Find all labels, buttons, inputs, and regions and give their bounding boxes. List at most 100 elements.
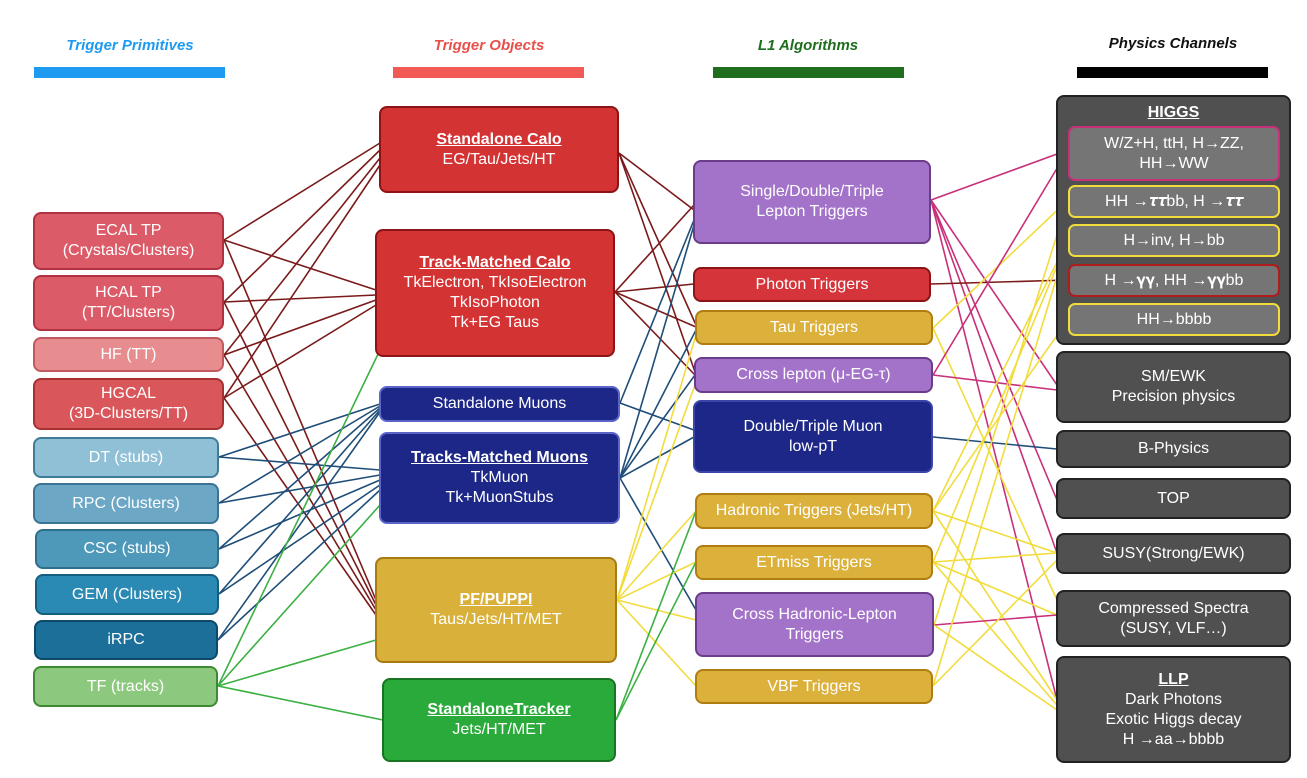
channel-llp-line1: Dark Photons xyxy=(1125,690,1222,708)
object-standalone-muons[interactable]: Standalone Muons xyxy=(379,386,620,422)
algo-muon-line1: Double/Triple Muon xyxy=(743,417,883,435)
object-standalone-tracker-line1: Jets/HT/MET xyxy=(452,721,546,738)
primitive-csc[interactable]: CSC (stubs) xyxy=(35,529,219,569)
object-standalone-tracker[interactable]: StandaloneTracker Jets/HT/MET xyxy=(382,678,616,762)
higgs-item-wzh-tth[interactable]: W/Z+H, ttH, H→ZZ, HH→WW xyxy=(1068,126,1280,181)
header-trigger-objects: Trigger Objects xyxy=(433,37,545,54)
connection-line xyxy=(223,142,381,241)
channel-compressed-spectra[interactable]: Compressed Spectra (SUSY, VLF…) xyxy=(1056,590,1291,647)
connection-line xyxy=(932,149,1069,376)
algo-double-triple-muon[interactable]: Double/Triple Muon low-pT xyxy=(693,400,933,473)
channel-susy-line1: SUSY(Strong/EWK) xyxy=(1102,544,1245,562)
higgs-item-inv-bb[interactable]: H→inv, H→bb xyxy=(1068,224,1280,257)
object-standalone-calo-title: Standalone Calo xyxy=(436,130,562,148)
connection-line xyxy=(218,456,381,471)
object-pf-puppi-title: PF/PUPPI xyxy=(459,591,533,608)
algo-photon-triggers[interactable]: Photon Triggers xyxy=(693,267,931,302)
connection-line xyxy=(932,327,1058,601)
primitive-hf[interactable]: HF (TT) xyxy=(33,337,224,372)
connection-line xyxy=(618,152,697,326)
connection-line xyxy=(616,599,697,687)
connection-line xyxy=(619,329,697,479)
primitive-dt-line1: DT (stubs) xyxy=(88,448,164,466)
connection-line xyxy=(223,304,377,399)
connection-line xyxy=(933,199,1069,626)
channel-top[interactable]: TOP xyxy=(1056,478,1291,519)
higgs-item-gamma-gamma[interactable]: H →𝛄𝛄, HH →𝛄𝛄bb xyxy=(1068,264,1280,297)
object-track-matched-calo-line2: TkIsoPhoton xyxy=(450,294,540,311)
higgs-item-hh-tautau[interactable]: HH →𝝉𝝉bb, H →𝝉𝝉 xyxy=(1068,185,1280,218)
connection-line xyxy=(618,152,695,211)
connection-line xyxy=(932,239,1069,687)
algo-single-double-triple-lepton[interactable]: Single/Double/Triple Lepton Triggers xyxy=(693,160,931,244)
connection-line xyxy=(217,489,381,641)
higgs-item-hh-bbbb[interactable]: HH→bbbb xyxy=(1068,303,1280,336)
channel-compressed-line1: Compressed Spectra xyxy=(1098,599,1249,617)
header-bar-channels xyxy=(1077,67,1268,78)
primitive-hcal-tp-line2: (TT/Clusters) xyxy=(81,304,176,321)
header-l1-algorithms: L1 Algorithms xyxy=(757,37,859,54)
primitive-irpc-line1: iRPC xyxy=(107,631,145,648)
channel-llp-title: LLP xyxy=(1158,670,1189,688)
channel-sm-ewk-line2: Precision physics xyxy=(1111,388,1236,405)
connection-line xyxy=(932,239,1069,512)
connection-line xyxy=(930,199,1058,501)
connection-line xyxy=(218,479,381,550)
object-standalone-tracker-title: StandaloneTracker xyxy=(427,701,571,718)
higgs-item-wzh-line2: HH→WW xyxy=(1139,154,1209,172)
connection-line xyxy=(619,219,695,404)
primitive-gem[interactable]: GEM (Clusters) xyxy=(35,574,219,615)
primitive-ecal-tp-line1: ECAL TP xyxy=(95,222,162,239)
object-track-matched-calo-title: Track-Matched Calo xyxy=(419,254,571,271)
connection-line xyxy=(223,164,381,399)
primitive-irpc[interactable]: iRPC xyxy=(34,620,218,660)
connection-line xyxy=(223,354,377,611)
higgs-item-gamma-line1: H →𝛄𝛄, HH →𝛄𝛄bb xyxy=(1104,271,1244,289)
primitive-csc-line1: CSC (stubs) xyxy=(83,540,171,557)
primitive-hcal-tp[interactable]: HCAL TP (TT/Clusters) xyxy=(33,275,224,331)
algo-cross-hadronic-lepton[interactable]: Cross Hadronic-Lepton Triggers xyxy=(695,592,934,657)
algo-cross-lepton[interactable]: Cross lepton (μ-EG-τ) xyxy=(694,357,933,393)
connection-line xyxy=(930,199,1058,554)
connection-line xyxy=(619,402,695,431)
algo-tau-line1: Tau Triggers xyxy=(769,318,859,336)
connection-line xyxy=(223,294,377,303)
object-pf-puppi[interactable]: PF/PUPPI Taus/Jets/HT/MET xyxy=(375,557,617,663)
primitive-tf[interactable]: TF (tracks) xyxy=(33,666,218,707)
connection-line xyxy=(223,397,377,616)
algo-hadronic-triggers[interactable]: Hadronic Triggers (Jets/HT) xyxy=(695,493,933,529)
object-tracks-matched-muons-line2: Tk+MuonStubs xyxy=(445,489,554,506)
object-standalone-calo[interactable]: Standalone Calo EG/Tau/Jets/HT xyxy=(379,106,619,193)
header-trigger-primitives: Trigger Primitives xyxy=(66,37,194,54)
channel-llp-line2: Exotic Higgs decay xyxy=(1105,710,1242,728)
primitive-dt[interactable]: DT (stubs) xyxy=(33,437,219,478)
channel-susy[interactable]: SUSY(Strong/EWK) xyxy=(1056,533,1291,574)
primitive-rpc[interactable]: RPC (Clusters) xyxy=(33,483,219,524)
connection-line xyxy=(217,639,377,687)
higgs-item-tautau-line1: HH →𝝉𝝉bb, H →𝝉𝝉 xyxy=(1105,192,1243,210)
channel-llp[interactable]: LLP Dark Photons Exotic Higgs decay H →a… xyxy=(1056,656,1291,763)
connection-line xyxy=(614,291,697,328)
algo-lepton-line2: Lepton Triggers xyxy=(756,203,868,220)
primitive-gem-line1: GEM (Clusters) xyxy=(71,585,183,603)
object-track-matched-calo[interactable]: Track-Matched Calo TkElectron, TkIsoElec… xyxy=(375,229,615,357)
algo-vbf-line1: VBF Triggers xyxy=(767,677,861,695)
connection-line xyxy=(223,149,381,303)
primitive-ecal-tp[interactable]: ECAL TP (Crystals/Clusters) xyxy=(33,212,224,270)
connection-line xyxy=(223,239,377,291)
connection-line xyxy=(616,561,697,601)
primitive-hgcal[interactable]: HGCAL (3D-Clusters/TT) xyxy=(33,378,224,430)
algo-tau-triggers[interactable]: Tau Triggers xyxy=(695,310,933,345)
connection-line xyxy=(933,614,1058,626)
algo-vbf-triggers[interactable]: VBF Triggers xyxy=(695,669,933,704)
connection-line xyxy=(217,349,381,687)
connection-line xyxy=(614,283,695,293)
channel-b-physics[interactable]: B-Physics xyxy=(1056,430,1291,468)
algo-etmiss-triggers[interactable]: ETmiss Triggers xyxy=(695,545,933,580)
channel-sm-ewk[interactable]: SM/EWK Precision physics xyxy=(1056,351,1291,423)
connection-line xyxy=(618,152,696,373)
connection-line xyxy=(218,484,381,595)
object-tracks-matched-muons[interactable]: Tracks-Matched Muons TkMuon Tk+MuonStubs xyxy=(379,432,620,524)
algo-lepton-line1: Single/Double/Triple xyxy=(740,183,884,200)
connection-line xyxy=(932,239,1069,563)
